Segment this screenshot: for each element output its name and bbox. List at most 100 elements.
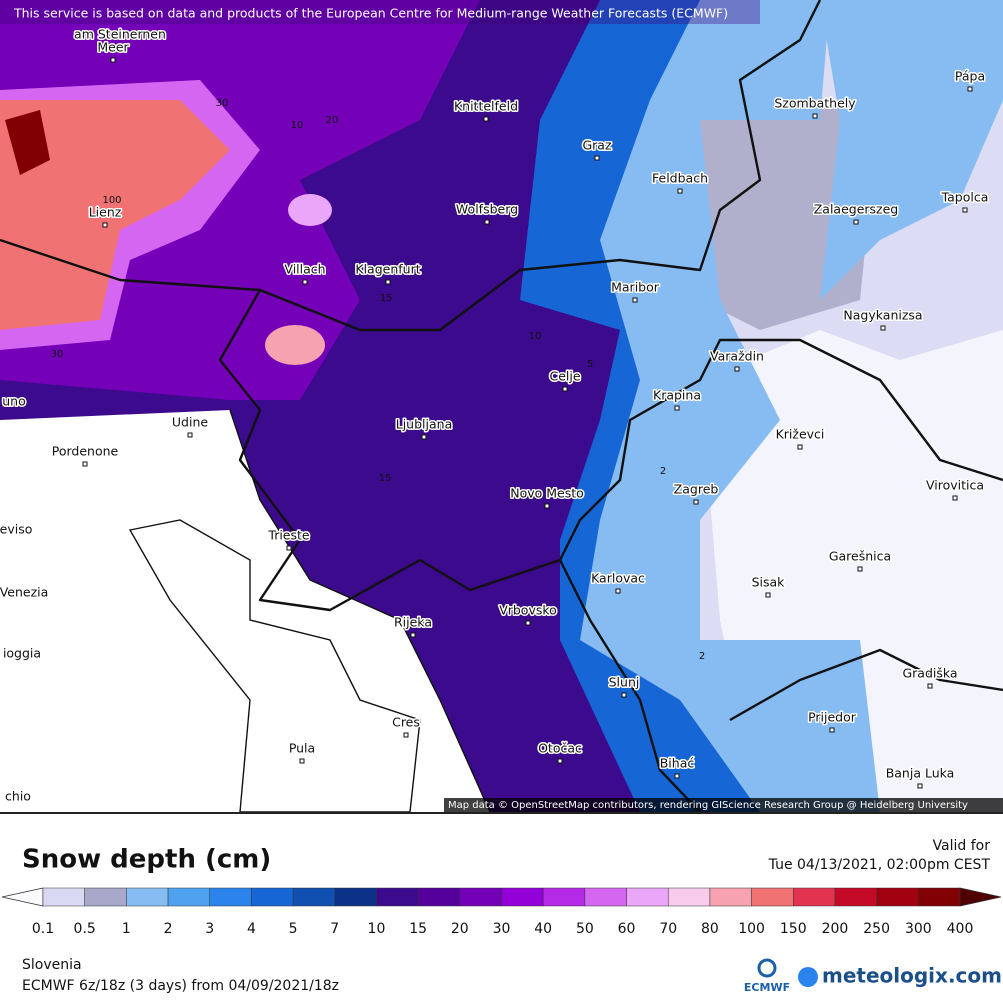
place-label: Cres: [392, 715, 420, 730]
disclaimer-band: [0, 0, 760, 24]
legend-label: 7: [330, 921, 339, 937]
legend-label: 80: [701, 921, 719, 937]
place-marker: [674, 773, 680, 779]
place-label: Vrbovsko: [499, 603, 557, 618]
contour-label: 30: [51, 349, 64, 360]
legend-label: 250: [863, 921, 890, 937]
field-pink-spot: [288, 194, 332, 226]
legend-label: 3: [205, 921, 214, 937]
place-marker: [385, 279, 391, 285]
place-marker: [403, 732, 409, 738]
ecmwf-icon: [757, 958, 777, 978]
place-label: Maribor: [611, 280, 660, 295]
place-marker: [967, 86, 973, 92]
contour-label: 2: [699, 651, 705, 662]
place-label: Udine: [172, 415, 208, 430]
place-label: Novo Mesto: [510, 486, 584, 501]
place-marker: [765, 592, 771, 598]
legend-label: 4: [247, 921, 256, 937]
legend-swatch: [459, 887, 502, 907]
contour-label: 30: [216, 98, 229, 109]
legend-swatch: [834, 887, 877, 907]
place-label: Križevci: [776, 427, 825, 442]
valid-time: Tue 04/13/2021, 02:00pm CEST: [768, 857, 991, 873]
border: [558, 559, 701, 813]
place-marker: [677, 188, 683, 194]
place-label: chio: [5, 789, 31, 804]
place-marker: [102, 222, 108, 228]
place-label: Villach: [284, 262, 325, 277]
place-label: Szombathely: [774, 96, 856, 111]
model-run: ECMWF 6z/18z (3 days) from 04/09/2021/18…: [22, 978, 339, 994]
place-marker: [302, 279, 308, 285]
legend-swatch: [251, 887, 294, 907]
place-label: Graz: [582, 138, 611, 153]
valid-label: Valid for: [933, 838, 991, 854]
ecmwf-logo: ECMWF: [744, 981, 790, 994]
legend-swatch: [751, 887, 794, 907]
place-marker: [693, 499, 699, 505]
place-label: Garešnica: [829, 549, 891, 564]
place-marker: [734, 366, 740, 372]
border: [729, 648, 1003, 722]
place-marker: [857, 566, 863, 572]
contour-label: 15: [379, 473, 392, 484]
legend-label: 5: [289, 921, 298, 937]
legend-label: 10: [368, 921, 386, 937]
contour-label: 100: [102, 195, 121, 206]
place-label: Rijeka: [394, 615, 432, 630]
contour-label: 5: [587, 359, 593, 370]
place-marker: [562, 386, 568, 392]
place-marker: [853, 219, 859, 225]
disclaimer: This service is based on data and produc…: [13, 6, 728, 21]
legend-label: 60: [618, 921, 636, 937]
place-marker: [962, 207, 968, 213]
place-label: Feldbach: [652, 171, 708, 186]
coastline: [229, 409, 491, 813]
place-label: Knittelfeld: [454, 99, 518, 114]
map: This service is based on data and produc…: [0, 0, 1003, 813]
contour-label: 20: [326, 115, 339, 126]
place-label: Ljubljana: [396, 417, 452, 432]
legend-label: 50: [576, 921, 594, 937]
legend-swatch: [334, 887, 377, 907]
place-label: Pula: [289, 741, 315, 756]
legend-label: 300: [905, 921, 932, 937]
legend-label: 0.1: [32, 921, 54, 937]
field-pink-spot: [265, 325, 325, 365]
legend-label: 400: [947, 921, 974, 937]
place-label: Zalaegerszeg: [814, 202, 899, 217]
place-label: Celje: [549, 369, 580, 384]
legend-label: 70: [659, 921, 677, 937]
legend-swatch: [584, 887, 627, 907]
place-label: Nagykanizsa: [843, 308, 922, 323]
place-label: Karlovac: [591, 571, 645, 586]
place-label: Zagreb: [674, 482, 719, 497]
place-label: Varaždin: [710, 349, 764, 364]
legend-arrow-low: [1, 887, 44, 907]
field-light-blue: [820, 0, 1003, 300]
footer: Snow depth (cm) Valid for Tue 04/13/2021…: [1, 838, 1002, 994]
place-label: Gradiška: [902, 666, 957, 681]
legend-label: 200: [822, 921, 849, 937]
legend-swatch: [626, 887, 669, 907]
place-marker: [187, 432, 193, 438]
site-logo[interactable]: meteologix.com: [822, 964, 1002, 988]
place-label: Venezia: [0, 585, 48, 600]
legend-swatch: [918, 887, 961, 907]
attribution: Map data © OpenStreetMap contributors, r…: [448, 800, 968, 811]
place-marker: [484, 219, 490, 225]
legend-swatch: [126, 887, 169, 907]
place-marker: [674, 405, 680, 411]
place-marker: [299, 758, 305, 764]
place-marker: [829, 727, 835, 733]
place-label: am Steinernen: [74, 27, 166, 42]
legend-swatch: [542, 887, 586, 907]
legend-label: 30: [493, 921, 511, 937]
legend-swatch: [876, 887, 919, 907]
place-label: Banja Luka: [886, 766, 955, 781]
legend-swatch: [209, 887, 252, 907]
place-marker: [632, 297, 638, 303]
legend-title: Snow depth (cm): [22, 845, 271, 875]
